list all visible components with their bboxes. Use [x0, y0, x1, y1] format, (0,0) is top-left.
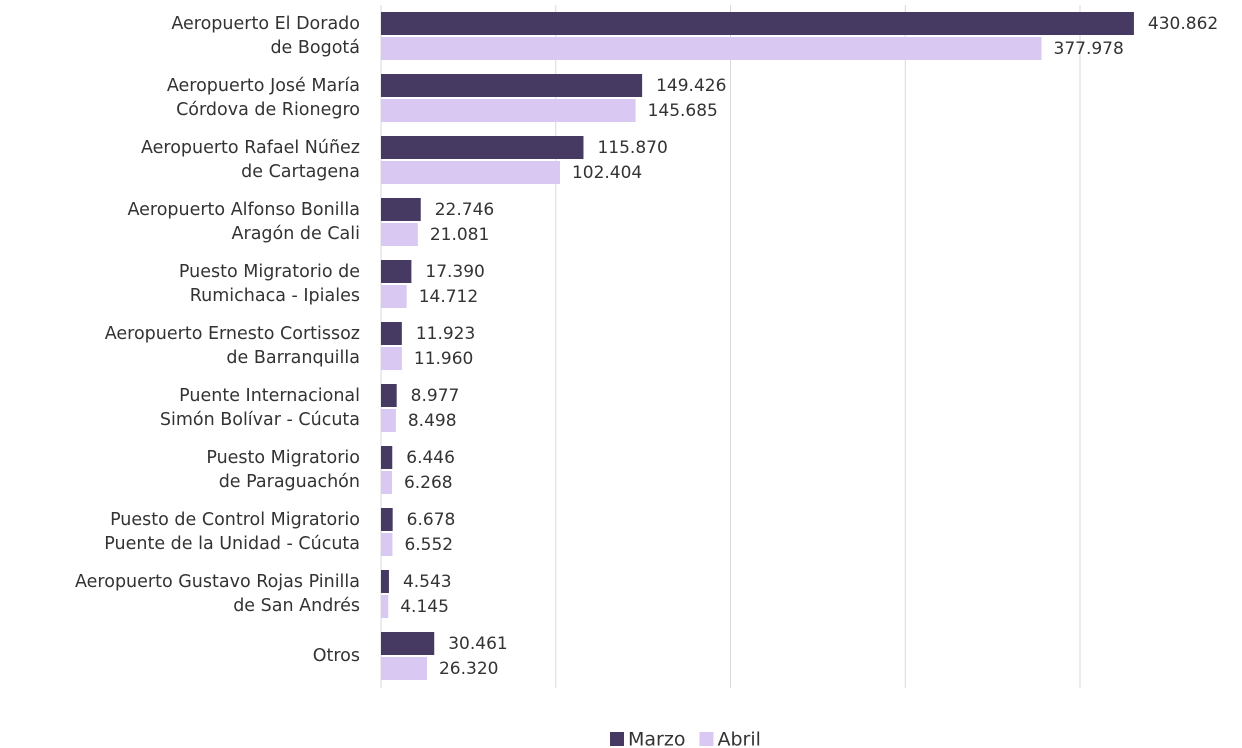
legend-swatch [699, 732, 714, 746]
category-label: Aeropuerto El Dorado [171, 14, 360, 34]
bar [381, 446, 393, 469]
value-label: 22.746 [435, 200, 494, 220]
value-label: 14.712 [419, 287, 478, 307]
bar [381, 285, 407, 308]
bar [381, 161, 560, 184]
bar [381, 570, 389, 593]
category-label: de Bogotá [270, 38, 360, 58]
category-label: Otros [313, 646, 360, 666]
bar [381, 198, 421, 221]
value-label: 6.552 [404, 535, 453, 555]
legend-swatch [610, 732, 624, 746]
bar [381, 384, 397, 407]
bar [381, 508, 393, 531]
bar [381, 322, 402, 345]
value-label: 377.978 [1054, 39, 1124, 59]
bar [381, 471, 392, 494]
value-label: 149.426 [656, 76, 726, 96]
category-label: de Barranquilla [226, 348, 360, 368]
category-label: Córdova de Rionegro [176, 100, 360, 120]
value-label: 4.543 [403, 572, 452, 592]
bar [381, 99, 636, 122]
category-label: Aeropuerto Rafael Núñez [141, 138, 360, 158]
category-label: Aeropuerto Gustavo Rojas Pinilla [75, 572, 360, 592]
value-label: 17.390 [425, 262, 484, 282]
value-label: 6.678 [407, 510, 456, 530]
value-label: 6.446 [406, 448, 455, 468]
value-label: 30.461 [448, 634, 507, 654]
bar [381, 12, 1134, 35]
category-label: Simón Bolívar - Cúcuta [160, 410, 360, 430]
category-label: Puesto Migratorio [206, 448, 360, 468]
value-label: 11.923 [416, 324, 475, 344]
bar [381, 657, 427, 680]
value-label: 26.320 [439, 659, 498, 679]
bar [381, 347, 402, 370]
legend-label: Abril [717, 729, 760, 748]
category-label: Puente de la Unidad - Cúcuta [104, 534, 360, 554]
value-label: 8.498 [408, 411, 457, 431]
bar [381, 409, 396, 432]
bar [381, 74, 643, 97]
value-label: 115.870 [597, 138, 667, 158]
bar [381, 260, 412, 283]
value-label: 145.685 [648, 101, 718, 121]
category-label: Puente Internacional [179, 386, 360, 406]
bar [381, 632, 435, 655]
bar [381, 136, 584, 159]
bar [381, 223, 418, 246]
bar [381, 533, 393, 556]
value-label: 11.960 [414, 349, 473, 369]
bar [381, 595, 389, 618]
category-label: Aeropuerto Ernesto Cortissoz [105, 324, 360, 344]
bar [381, 37, 1042, 60]
category-label: de Cartagena [241, 162, 360, 182]
legend-label: Marzo [628, 729, 685, 748]
value-label: 8.977 [411, 386, 460, 406]
value-label: 21.081 [430, 225, 489, 245]
value-label: 4.145 [400, 597, 449, 617]
value-label: 6.268 [404, 473, 453, 493]
category-label: Puesto Migratorio de [179, 262, 360, 282]
category-label: de Paraguachón [219, 472, 360, 492]
category-label: de San Andrés [233, 596, 360, 616]
category-label: Rumichaca - Ipiales [190, 286, 360, 306]
value-label: 102.404 [572, 163, 642, 183]
category-label: Aragón de Cali [232, 224, 360, 244]
category-label: Aeropuerto José María [167, 76, 360, 96]
category-label: Puesto de Control Migratorio [110, 510, 360, 530]
category-label: Aeropuerto Alfonso Bonilla [127, 200, 360, 220]
value-label: 430.862 [1148, 14, 1218, 34]
